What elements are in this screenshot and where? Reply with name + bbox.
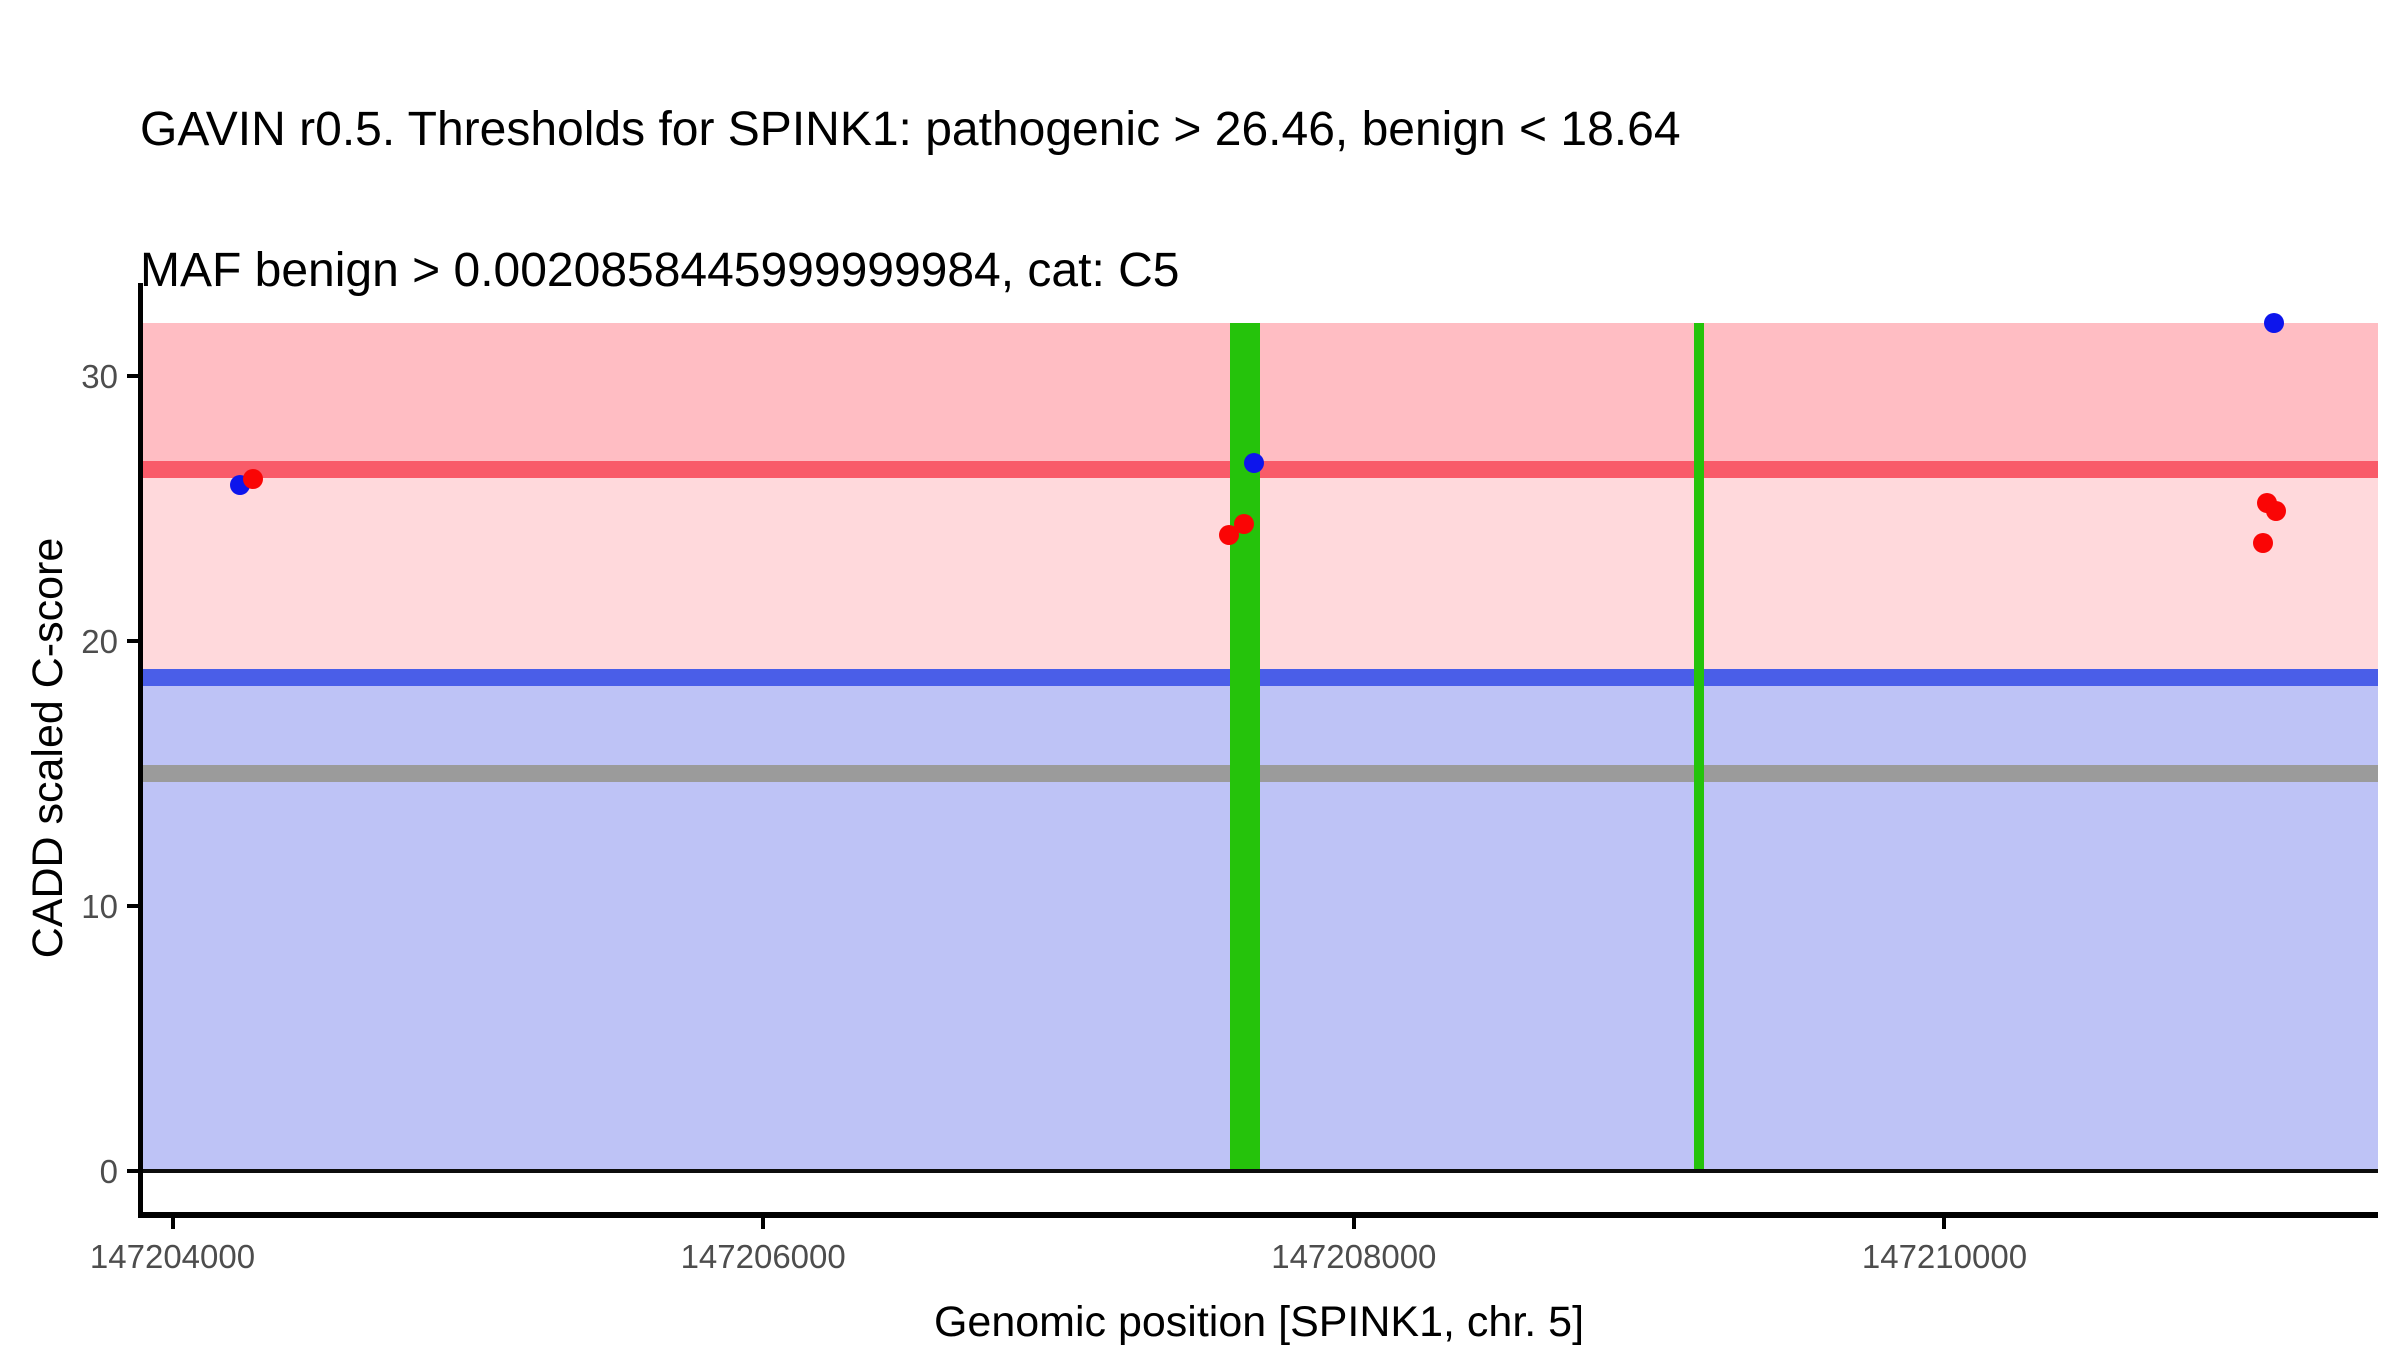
x-tick-mark <box>1351 1218 1356 1229</box>
clinvar-variant-point <box>2252 532 2273 553</box>
plot-title-line-2: MAF benign > 0.0020858445999999984, cat:… <box>140 244 1180 297</box>
refseq-exon-bar <box>1694 323 1705 1171</box>
zero-line <box>140 1169 2378 1173</box>
gnomad-variant-point <box>2263 313 2284 333</box>
x-axis-title: Genomic position [SPINK1, chr. 5] <box>933 1298 1585 1346</box>
x-tick-mark <box>170 1218 175 1229</box>
y-tick-label: 10 <box>81 888 118 925</box>
clinvar-variant-point <box>1233 514 1254 535</box>
y-tick-mark <box>127 1169 138 1173</box>
y-tick-label: 0 <box>99 1153 118 1190</box>
x-tick-label: 147206000 <box>680 1238 846 1275</box>
refseq-exon-bar <box>1229 323 1260 1171</box>
y-axis-line <box>138 283 143 1218</box>
plot-title-line-1: GAVIN r0.5. Thresholds for SPINK1: patho… <box>140 103 1681 156</box>
y-tick-label: 20 <box>81 623 118 660</box>
x-tick-label: 147210000 <box>1861 1238 2028 1275</box>
x-axis-line <box>138 1212 2378 1218</box>
y-tick-mark <box>127 639 138 643</box>
x-tick-mark <box>1942 1218 1947 1229</box>
x-tick-label: 147204000 <box>89 1238 256 1275</box>
y-tick-mark <box>127 904 138 908</box>
y-tick-mark <box>127 374 138 378</box>
clinvar-variant-point <box>243 469 264 490</box>
gnomad-variant-point <box>1243 453 1264 474</box>
clinvar-variant-point <box>2265 501 2286 522</box>
y-axis-title: CADD scaled C-score <box>24 537 72 959</box>
y-tick-label: 30 <box>81 358 118 395</box>
x-tick-mark <box>761 1218 766 1229</box>
x-tick-label: 147208000 <box>1271 1238 1437 1275</box>
clinvar-variant-point <box>1219 525 1240 545</box>
